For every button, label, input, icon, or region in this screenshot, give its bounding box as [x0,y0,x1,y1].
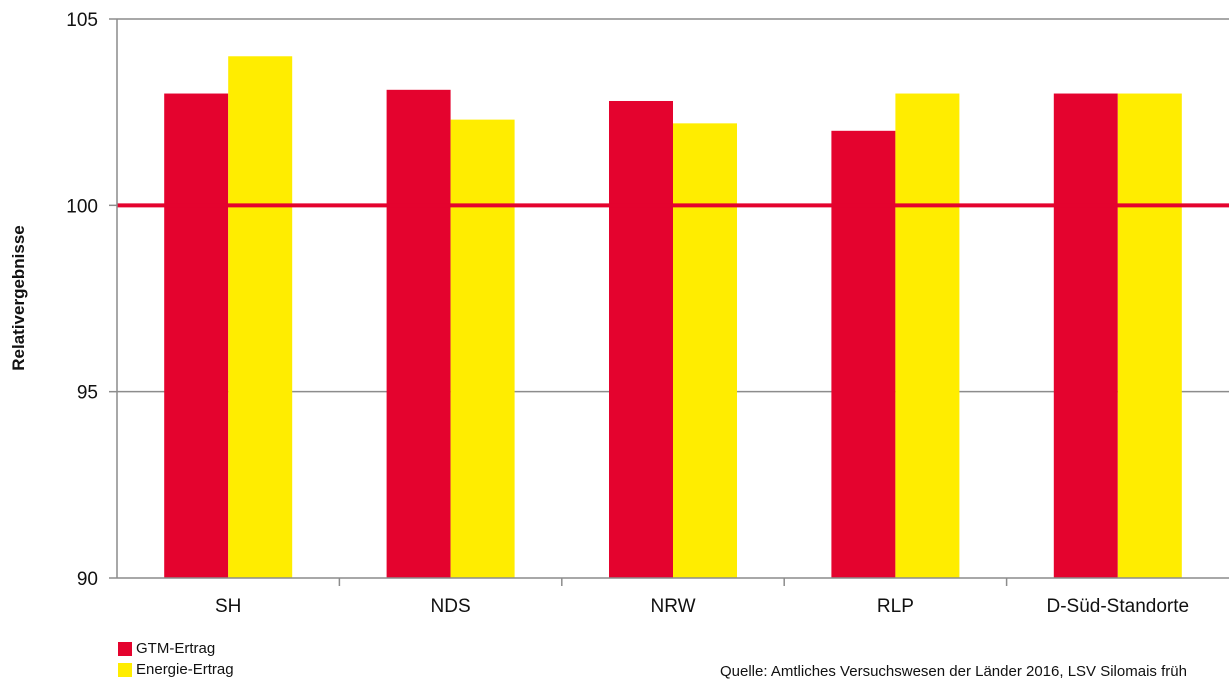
legend-label-energie: Energie-Ertrag [136,661,234,678]
y-tick-label: 95 [77,383,98,404]
x-tick-label: RLP [877,596,914,617]
x-tick-labels: SH NDS NRW RLP D-Süd-Standorte [215,596,1189,617]
legend: GTM-Ertrag Energie-Ertrag [118,638,234,680]
bar-NRW-Energie-Ertrag [673,123,737,578]
source-note: Quelle: Amtliches Versuchswesen der Länd… [720,663,1187,680]
x-tick-label: D-Süd-Standorte [1047,596,1190,617]
axes [109,18,1229,586]
legend-item-energie: Energie-Ertrag [118,659,234,680]
x-tick-label: SH [215,596,241,617]
bar-NDS-Energie-Ertrag [450,119,515,579]
y-tick-label: 90 [77,569,98,590]
bar-NDS-GTM-Ertrag [386,89,451,578]
bar-D-Süd-Standorte-GTM-Ertrag [1053,93,1118,579]
bar-SH-Energie-Ertrag [228,56,293,579]
legend-item-gtm: GTM-Ertrag [118,638,234,659]
y-axis-label: Relativergebnisse [9,225,28,371]
bar-RLP-GTM-Ertrag [831,130,896,579]
bar-SH-GTM-Ertrag [164,93,229,579]
bar-NRW-GTM-Ertrag [609,100,673,578]
x-tick-label: NDS [431,596,471,617]
y-tick-label: 100 [66,196,98,217]
bar-RLP-Energie-Ertrag [895,93,960,579]
legend-swatch-gtm [118,641,132,656]
legend-swatch-energie [118,662,132,677]
x-tick-label: NRW [650,596,695,617]
y-tick-label: 105 [66,10,98,31]
legend-label-gtm: GTM-Ertrag [136,640,216,657]
bars [164,56,1182,579]
y-tick-labels: 90 95 100 105 [66,10,98,590]
bar-D-Süd-Standorte-Energie-Ertrag [1117,93,1182,579]
